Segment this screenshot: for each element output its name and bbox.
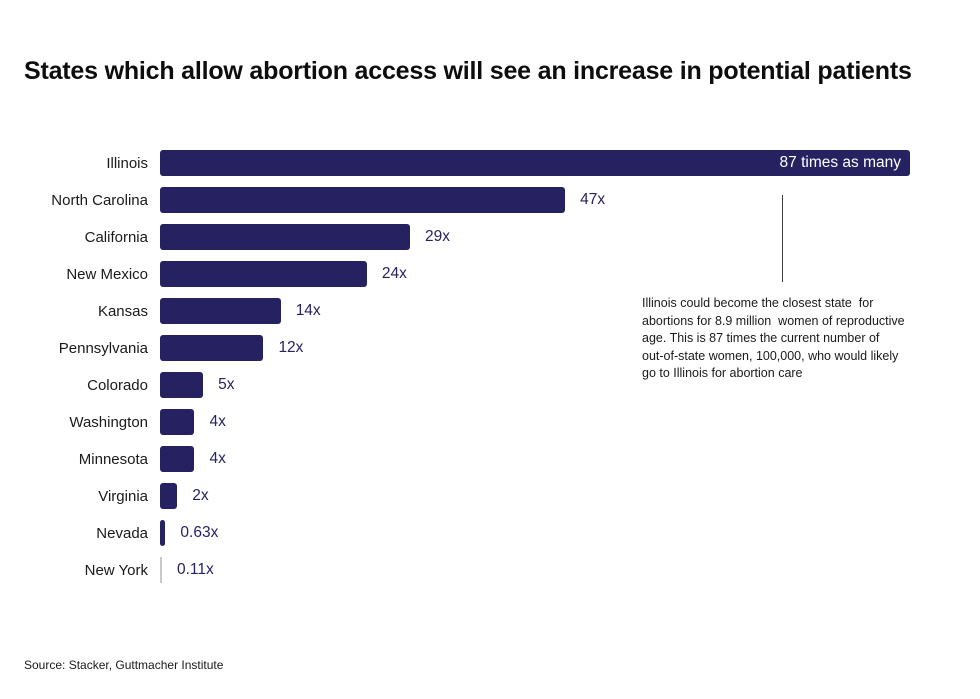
annotation-text: Illinois could become the closest state … [642,295,962,383]
bar-chart: Illinois 87 times as many North Carolina 47… [0,150,980,594]
bar-value-label-inside: 87 times as many [779,154,901,171]
bar [160,372,204,398]
bar-row: Minnesota 4x [0,446,980,472]
state-label: Minnesota [78,450,148,468]
state-label: Nevada [96,524,148,542]
bar [160,446,195,472]
bar-value-label: 2x [192,487,209,504]
bar [160,520,166,546]
bar [160,224,410,250]
bar [160,335,264,361]
annotation-line: age. This is 87 times the current number… [642,331,880,345]
bar-row: Illinois 87 times as many [0,150,980,176]
source-credit: Source: Stacker, Guttmacher Institute [24,658,224,672]
state-label: Colorado [87,376,148,394]
bar-value-label: 4x [209,413,226,430]
bar [160,261,367,287]
bar-row: North Carolina 47x [0,187,980,213]
bar-value-label: 24x [381,265,407,282]
bar-value-label: 47x [580,191,606,208]
bar-value-label: 14x [295,302,321,319]
state-label: New York [84,561,148,579]
bar-row: Kansas 14x [0,298,980,324]
bar-row: Pennsylvania 12x [0,335,980,361]
bar-row: California 29x [0,224,980,250]
bar-row: New Mexico 24x [0,261,980,287]
bar-row: Virginia 2x [0,483,980,509]
state-label: North Carolina [51,191,148,209]
bar-row: Colorado 5x [0,372,980,398]
state-label: Illinois [106,154,148,172]
state-label: Virginia [98,487,148,505]
bar: 87 times as many [160,150,910,176]
state-label: New Mexico [66,265,148,283]
bar [160,409,195,435]
state-label: Kansas [97,302,148,320]
bar-value-label: 5x [218,376,235,393]
state-label: Pennsylvania [58,339,148,357]
bar-value-label: 29x [425,228,450,245]
bar-row: Nevada 0.63x [0,520,980,546]
state-label: California [84,228,148,246]
bar [160,187,566,213]
annotation-line: abortions for 8.9 million women of repro… [642,313,905,328]
state-label: Washington [69,413,148,431]
bar-value-label: 0.63x [180,524,219,541]
annotation-line: out-of-state women, 100,000, who would l… [642,348,899,363]
bar-row: New York 0.11x [0,557,980,583]
bar [160,298,281,324]
annotation-pointer-line [782,195,783,282]
annotation-line: Illinois could become the closest state … [642,296,874,310]
bar [160,557,162,583]
bar [160,483,178,509]
bar-value-label: 12x [278,339,304,356]
annotation-line: go to Illinois for abortion care [642,366,803,380]
bar-value-label: 0.11x [177,561,214,578]
bar-row: Washington 4x [0,409,980,435]
bar-value-label: 4x [209,450,226,467]
chart-title: States which allow abortion access will … [24,57,912,85]
